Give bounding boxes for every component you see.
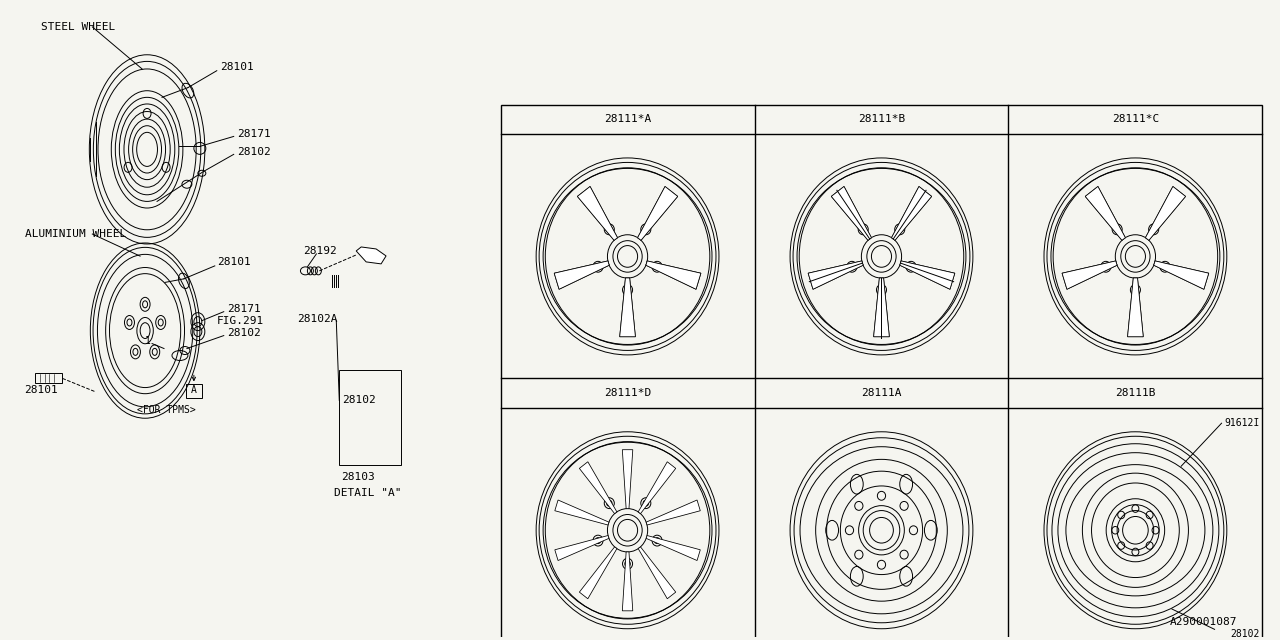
Polygon shape [874,278,890,337]
Polygon shape [620,278,635,337]
Text: 28102A: 28102A [297,314,338,324]
Text: 28111*B: 28111*B [858,115,905,125]
Text: 28171: 28171 [237,129,270,140]
Polygon shape [639,547,676,599]
Polygon shape [1128,278,1143,337]
Text: 28111B: 28111B [1115,388,1156,398]
Polygon shape [1153,261,1208,289]
Text: 28111*C: 28111*C [1112,115,1158,125]
Polygon shape [892,186,932,240]
Polygon shape [580,547,617,599]
Polygon shape [1146,186,1185,240]
Text: 28102: 28102 [342,396,376,405]
Polygon shape [554,261,609,289]
Text: A290001087: A290001087 [1170,618,1238,627]
Polygon shape [639,462,676,514]
Polygon shape [622,552,632,611]
Bar [35,373,63,383]
Bar [339,371,401,465]
Text: 28171: 28171 [227,304,261,314]
Text: DETAIL "A": DETAIL "A" [334,488,402,498]
Text: STEEL WHEEL: STEEL WHEEL [41,22,115,32]
Polygon shape [620,278,635,337]
Text: 28111*D: 28111*D [604,388,652,398]
Text: 1: 1 [145,335,151,346]
Text: 28102: 28102 [1230,629,1260,639]
Polygon shape [356,247,387,264]
Polygon shape [1128,278,1143,337]
Polygon shape [831,186,872,240]
Polygon shape [554,536,609,561]
Polygon shape [900,261,955,289]
Text: <FOR TPMS>: <FOR TPMS> [137,405,196,415]
Polygon shape [1153,261,1208,289]
Polygon shape [808,261,863,289]
Text: 28102: 28102 [227,328,261,337]
Text: FIG.291: FIG.291 [216,316,264,326]
Polygon shape [900,261,955,289]
Polygon shape [1085,186,1125,240]
Polygon shape [831,186,872,240]
Polygon shape [646,261,701,289]
Polygon shape [577,186,617,240]
Polygon shape [580,462,617,514]
Text: 28101: 28101 [216,257,251,267]
Polygon shape [1146,186,1185,240]
Polygon shape [1062,261,1117,289]
Polygon shape [808,261,863,289]
Polygon shape [874,278,890,337]
Polygon shape [1085,186,1125,240]
Text: 28101: 28101 [24,385,59,396]
Polygon shape [646,536,700,561]
Text: 28192: 28192 [303,246,337,256]
Polygon shape [637,186,677,240]
Bar [500,104,1262,640]
Polygon shape [646,261,701,289]
Text: ALUMINIUM WHEEL: ALUMINIUM WHEEL [24,229,125,239]
Bar [186,385,202,398]
Polygon shape [554,500,609,525]
Text: 28103: 28103 [342,472,375,482]
Polygon shape [1062,261,1117,289]
Polygon shape [554,261,609,289]
Polygon shape [577,186,617,240]
Text: 28102: 28102 [237,147,270,157]
Text: A: A [191,385,197,396]
Text: 28111*A: 28111*A [604,115,652,125]
Text: 28111A: 28111A [861,388,901,398]
Polygon shape [622,450,632,509]
Text: 28101: 28101 [220,61,253,72]
Polygon shape [637,186,677,240]
Polygon shape [892,186,932,240]
Polygon shape [646,500,700,525]
Text: 91612I: 91612I [1224,418,1260,428]
